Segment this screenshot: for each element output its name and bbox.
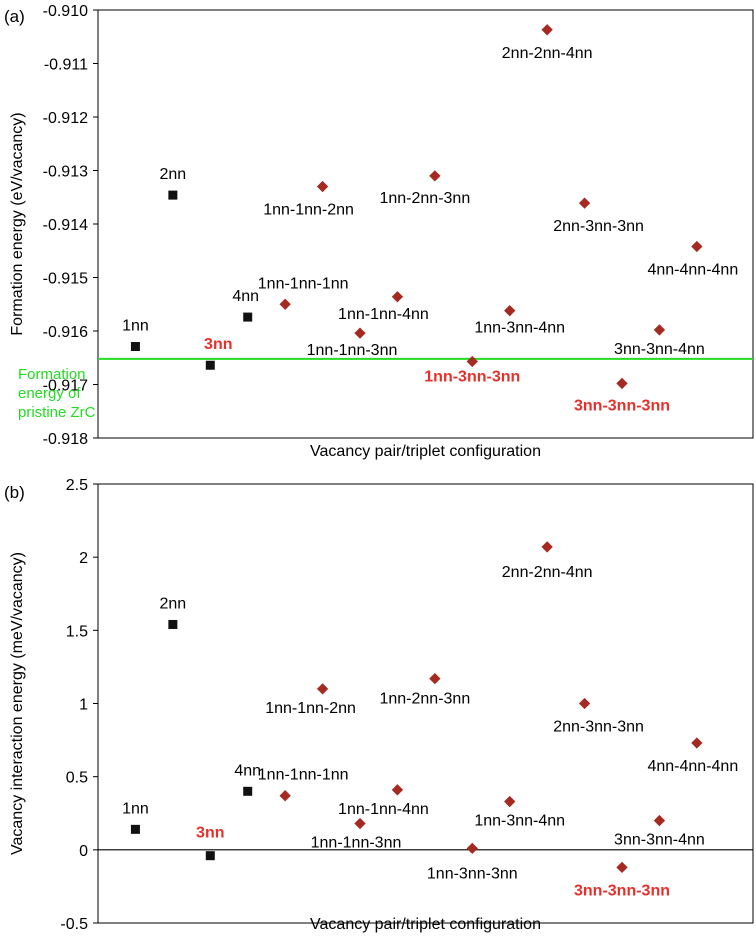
data-point-3nn-3nn-3nn: [616, 861, 628, 874]
data-point-1nn-1nn-4nn: [391, 784, 404, 796]
y-tick-label: -0.914: [43, 217, 88, 234]
y-tick-label: -0.918: [43, 431, 88, 448]
y-tick-label: -0.5: [60, 916, 88, 933]
data-point-2nn: [168, 190, 178, 200]
data-label-3nn-3nn-4nn: 3nn-3nn-4nn: [614, 341, 705, 358]
data-label-2nn-3nn-3nn: 2nn-3nn-3nn: [553, 218, 644, 235]
data-label-1nn-1nn-4nn: 1nn-1nn-4nn: [338, 801, 429, 818]
data-label-2nn-3nn-3nn: 2nn-3nn-3nn: [553, 719, 644, 736]
data-label-4nn: 4nn: [234, 762, 261, 779]
x-axis-title: Vacancy pair/triplet configuration: [310, 916, 541, 933]
data-label-1nn-1nn-2nn: 1nn-1nn-2nn: [265, 700, 356, 717]
y-tick-label: 2: [79, 550, 88, 567]
y-tick-label: 1: [79, 697, 88, 714]
data-label-1nn-1nn-1nn: 1nn-1nn-1nn: [258, 767, 349, 784]
data-point-1nn-3nn-3nn: [466, 842, 478, 855]
data-point-1nn-3nn-3nn: [466, 355, 478, 368]
reference-line-label: pristine ZrC: [18, 404, 96, 421]
data-label-4nn-4nn-4nn: 4nn-4nn-4nn: [647, 758, 738, 775]
data-point-1nn-1nn-3nn: [354, 327, 366, 339]
data-label-2nn: 2nn: [160, 166, 187, 183]
data-label-4nn: 4nn: [232, 288, 259, 305]
y-tick-label: -0.917: [43, 378, 88, 395]
data-label-3nn-3nn-4nn: 3nn-3nn-4nn: [614, 832, 705, 849]
data-point-3nn-3nn-4nn: [653, 324, 666, 336]
data-point-1nn-1nn-4nn: [391, 291, 404, 303]
data-label-3nn-3nn-3nn: 3nn-3nn-3nn: [574, 397, 670, 414]
y-tick-label: -0.911: [44, 57, 88, 74]
data-label-1nn: 1nn: [122, 800, 149, 817]
data-point-4nn-4nn-4nn: [691, 240, 703, 253]
y-tick-label: 2.5: [66, 477, 88, 494]
data-label-1nn-1nn-1nn: 1nn-1nn-1nn: [258, 275, 349, 292]
data-label-1nn-2nn-3nn: 1nn-2nn-3nn: [379, 190, 470, 207]
data-label-1nn-1nn-2nn: 1nn-1nn-2nn: [263, 202, 354, 219]
data-point-4nn-4nn-4nn: [691, 737, 703, 749]
data-label-4nn-4nn-4nn: 4nn-4nn-4nn: [647, 261, 738, 278]
panel-label: (b): [4, 483, 25, 502]
data-point-3nn-3nn-4nn: [653, 814, 666, 827]
data-point-1nn-3nn-4nn: [504, 795, 516, 808]
data-point-1nn-1nn-1nn: [279, 790, 291, 802]
data-point-1nn: [130, 824, 140, 834]
y-tick-label: -0.916: [43, 324, 88, 341]
data-point-3nn-3nn-3nn: [616, 377, 628, 390]
data-point-1nn-2nn-3nn: [429, 170, 441, 182]
data-point-2nn: [168, 619, 178, 629]
reference-line-label: energy of: [18, 385, 81, 402]
data-point-2nn-3nn-3nn: [578, 697, 591, 710]
data-label-1nn-2nn-3nn: 1nn-2nn-3nn: [379, 691, 470, 708]
y-tick-label: 1.5: [66, 623, 88, 640]
data-label-1nn-3nn-4nn: 1nn-3nn-4nn: [474, 320, 565, 337]
y-axis-title: Vacancy interaction energy (meV/vacancy): [9, 552, 26, 855]
data-point-2nn-2nn-4nn: [541, 24, 553, 36]
data-point-2nn-3nn-3nn: [578, 197, 591, 209]
data-point-1nn-2nn-3nn: [429, 672, 441, 685]
data-point-1nn-1nn-2nn: [316, 683, 329, 695]
data-label-1nn-1nn-3nn: 1nn-1nn-3nn: [307, 342, 398, 359]
reference-line-label: Formation: [18, 366, 86, 383]
data-label-2nn: 2nn: [160, 595, 187, 612]
panel-label: (a): [4, 7, 25, 26]
data-point-4nn: [243, 312, 253, 322]
data-point-1nn-3nn-4nn: [504, 305, 516, 317]
data-point-1nn-1nn-1nn: [279, 298, 291, 310]
y-tick-label: 0.5: [66, 770, 88, 787]
data-point-2nn-2nn-4nn: [541, 541, 553, 553]
data-point-1nn: [130, 342, 140, 352]
data-label-3nn: 3nn: [204, 336, 232, 353]
y-tick-label: -0.915: [43, 271, 88, 288]
data-point-3nn: [205, 851, 215, 861]
data-point-1nn-1nn-2nn: [316, 180, 329, 193]
data-label-3nn: 3nn: [196, 825, 224, 842]
data-label-1nn-1nn-4nn: 1nn-1nn-4nn: [338, 306, 429, 323]
data-point-3nn: [205, 360, 215, 370]
data-label-1nn: 1nn: [122, 318, 149, 335]
y-tick-label: 0: [79, 843, 88, 860]
data-label-1nn-3nn-3nn: 1nn-3nn-3nn: [424, 368, 520, 385]
data-label-3nn-3nn-3nn: 3nn-3nn-3nn: [574, 882, 670, 899]
y-axis-title: Formation energy (eV/vacancy): [9, 112, 26, 335]
y-tick-label: -0.910: [43, 3, 88, 20]
data-label-1nn-3nn-4nn: 1nn-3nn-4nn: [474, 813, 565, 830]
data-label-2nn-2nn-4nn: 2nn-2nn-4nn: [502, 45, 593, 62]
data-label-1nn-3nn-3nn: 1nn-3nn-3nn: [427, 865, 518, 882]
x-axis-title: Vacancy pair/triplet configuration: [310, 443, 541, 460]
data-point-1nn-1nn-3nn: [354, 817, 366, 830]
y-tick-label: -0.913: [43, 164, 88, 181]
data-label-1nn-1nn-3nn: 1nn-1nn-3nn: [311, 834, 402, 851]
data-label-2nn-2nn-4nn: 2nn-2nn-4nn: [502, 564, 593, 581]
y-tick-label: -0.912: [43, 110, 88, 127]
data-point-4nn: [243, 786, 253, 796]
